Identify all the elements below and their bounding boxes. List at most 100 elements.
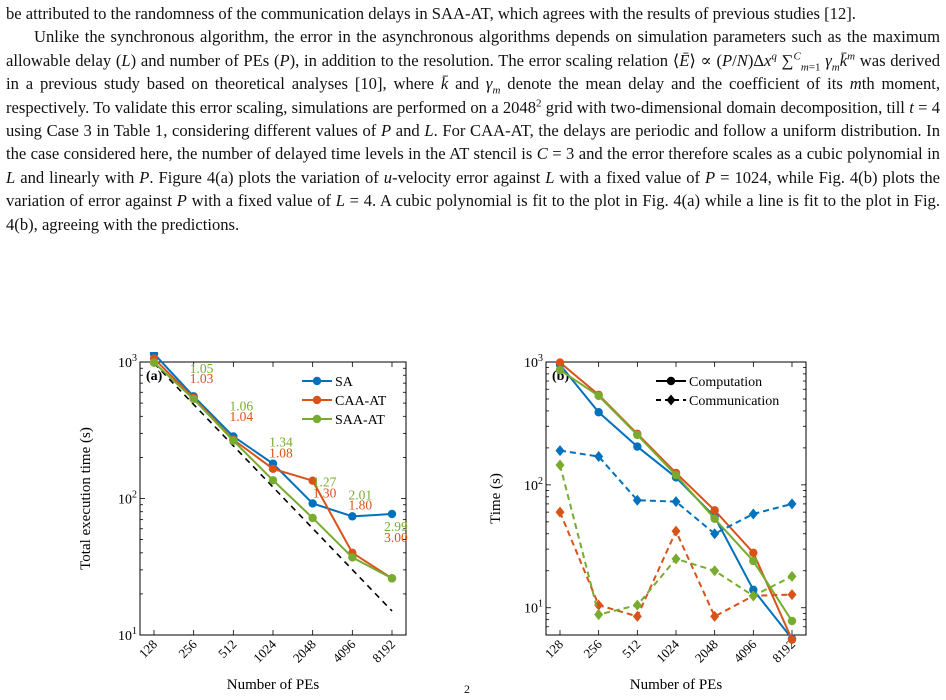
data-point <box>555 445 565 457</box>
y-tick-base: 10 <box>524 602 538 617</box>
ideal-scaling-line <box>153 362 393 612</box>
x-tick-label: 1024 <box>653 636 682 665</box>
data-point <box>710 506 719 515</box>
footer-superscript: 2 <box>464 682 470 696</box>
y-tick-label: 102 <box>524 476 543 494</box>
x-tick-label: 512 <box>215 637 239 661</box>
data-point <box>229 436 238 445</box>
text-run: P <box>139 167 150 187</box>
panel-label: (a) <box>146 369 163 384</box>
data-point <box>749 585 758 594</box>
text-run: γ <box>485 74 493 94</box>
data-point <box>749 556 758 566</box>
text-run: L <box>545 167 555 187</box>
text-run: t <box>909 97 914 117</box>
y-tick-label: 101 <box>118 626 137 644</box>
text-run: and <box>448 74 486 94</box>
text-run: th moment, respectively. To validate thi… <box>6 74 940 117</box>
text-run: -velocity error against <box>392 167 546 187</box>
data-point <box>632 599 642 611</box>
text-run: L <box>424 121 434 141</box>
legend-label: Computation <box>689 375 762 390</box>
paragraph: be attributed to the randomness of the c… <box>6 2 940 25</box>
x-tick-label: 4096 <box>730 636 759 665</box>
x-tick-label: 512 <box>619 637 643 661</box>
legend-swatch-marker <box>666 394 676 406</box>
slope-annotation: 1.04 <box>229 409 253 424</box>
data-point <box>710 514 719 523</box>
x-tick-label: 128 <box>542 637 566 661</box>
slope-annotation: 3.00 <box>384 530 408 545</box>
text-run: )Δ <box>747 50 765 70</box>
slope-annotation: 1.08 <box>269 445 293 460</box>
text-run: m <box>800 61 809 74</box>
text-run: P <box>722 50 733 70</box>
text-run: N <box>736 50 748 70</box>
series-line <box>559 464 793 616</box>
text-run: γ <box>825 50 832 70</box>
text-run: and <box>391 121 425 141</box>
text-run: P <box>279 50 290 70</box>
legend-label: SA <box>335 375 354 390</box>
x-tick-label: 8192 <box>369 637 398 666</box>
text-run: = 1024, while Fig. 4(b) plots the variat… <box>6 167 941 211</box>
data-point <box>387 574 397 583</box>
data-point <box>632 494 642 506</box>
data-point <box>749 548 758 557</box>
text-run: grid with two-dimensional domain decompo… <box>541 97 910 117</box>
text-run: ⟩ ∝ ( <box>689 50 722 70</box>
data-point <box>787 570 797 582</box>
text-run: 2 <box>536 97 542 110</box>
y-tick-exp: 3 <box>132 353 137 364</box>
legend-box <box>651 369 803 415</box>
y-tick-base: 10 <box>118 356 132 371</box>
data-point <box>748 508 758 520</box>
text-run: L <box>6 167 16 187</box>
y-axis-label: Time (s) <box>488 473 504 524</box>
text-run: C <box>536 144 548 164</box>
text-run: =1 <box>808 61 821 74</box>
slope-annotation: 1.34 <box>269 435 293 450</box>
data-point <box>594 391 603 401</box>
text-run: ) and number of PEs ( <box>130 50 280 70</box>
slope-annotation: 1.05 <box>190 361 214 376</box>
figure-4a: 101 102 103 128 256 512 1024 2048 4096 8192 Number… <box>70 349 420 697</box>
data-point <box>149 358 159 367</box>
text-run: m <box>849 74 862 94</box>
data-point <box>348 553 357 562</box>
text-run: m <box>831 61 840 74</box>
data-point <box>555 459 565 471</box>
data-point <box>594 408 603 417</box>
text-run: . For CAA-AT, the delays are periodic an… <box>6 121 941 164</box>
x-tick-label: 2048 <box>290 637 319 666</box>
text-run: = 4 using Case 3 in Table 1, considering… <box>6 97 940 141</box>
text-run: . Figure 4(a) plots the variation of <box>149 167 384 187</box>
text-run: ∑ <box>776 50 794 70</box>
text-run: = 3 and the error therefore scales as a … <box>547 144 940 164</box>
x-axis-label: Number of PEs <box>630 677 723 692</box>
text-run: Ē <box>679 50 690 70</box>
data-point <box>671 470 681 480</box>
legend-swatch-marker <box>666 376 676 386</box>
text-run: m <box>492 84 501 97</box>
y-tick-base: 10 <box>524 356 538 371</box>
legend-swatch-marker <box>312 414 322 424</box>
y-tick-base: 10 <box>524 479 538 494</box>
text-run: L <box>121 50 131 70</box>
text-run: with a fixed value of <box>186 191 336 211</box>
data-point <box>555 358 565 367</box>
y-tick-exp: 1 <box>538 599 543 610</box>
text-run: k̄ <box>839 50 848 70</box>
x-tick-label: 256 <box>175 636 200 661</box>
data-point <box>787 498 797 510</box>
text-run: k̄ <box>440 74 449 94</box>
y-tick-exp: 2 <box>538 476 543 487</box>
data-point <box>189 394 198 404</box>
body-text: be attributed to the randomness of the c… <box>6 2 940 236</box>
x-tick-label: 256 <box>580 636 605 661</box>
y-tick-exp: 1 <box>132 626 137 637</box>
text-run: = 4. A cubic polynomial is fit to the pl… <box>6 191 941 234</box>
slope-annotation: 1.06 <box>229 399 253 414</box>
